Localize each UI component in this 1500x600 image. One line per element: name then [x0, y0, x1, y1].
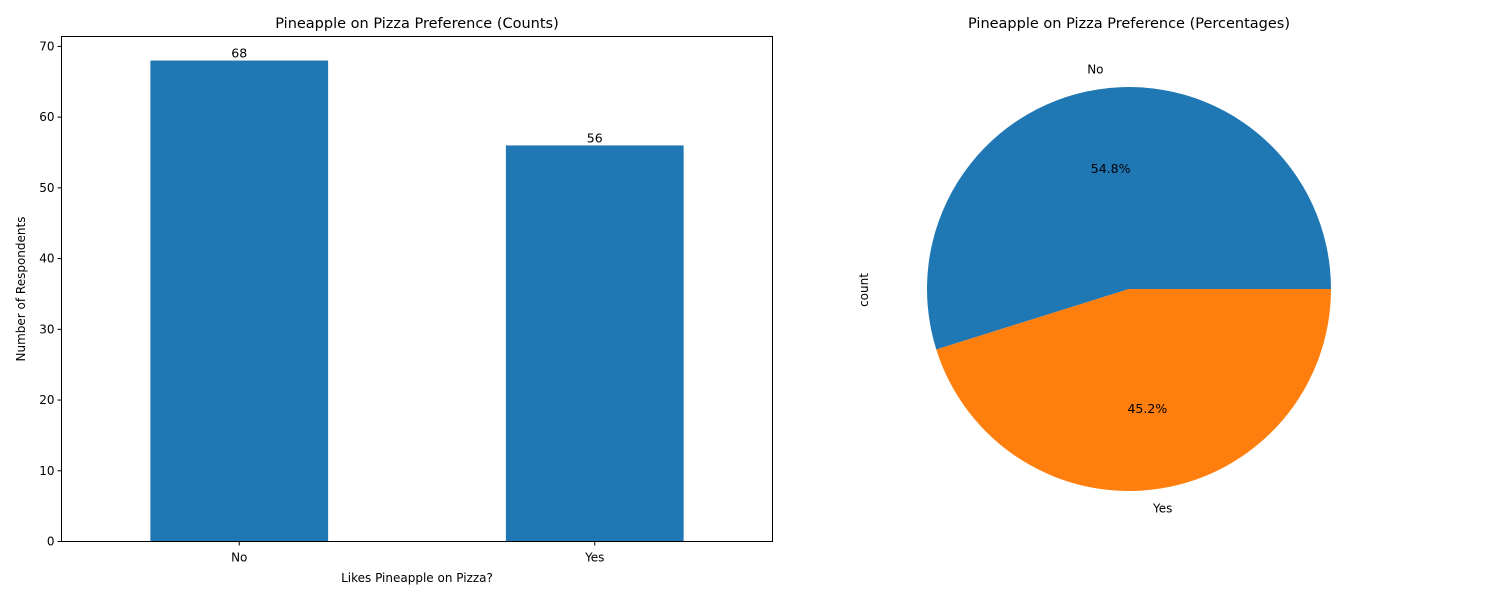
pie-slice-label: No: [1087, 62, 1103, 76]
pie-percent-label: 45.2%: [1127, 401, 1167, 416]
pie-slice-yes: [936, 289, 1332, 491]
bar-data-labels: 68 56: [231, 46, 602, 146]
y-tick-label: 0: [47, 535, 55, 549]
pie-y-axis-label: count: [857, 273, 871, 307]
x-tick-label: No: [231, 551, 247, 565]
bar-x-axis-label: Likes Pineapple on Pizza?: [341, 571, 493, 585]
pie-chart-title: Pineapple on Pizza Preference (Percentag…: [968, 16, 1290, 32]
bar-yes: [505, 145, 684, 542]
y-tick-label: 40: [39, 252, 54, 266]
bar-y-axis-label: Number of Respondents: [14, 217, 28, 362]
pie-chart: Pineapple on Pizza Preference (Percentag…: [857, 16, 1332, 516]
pie-slice-label: Yes: [1152, 502, 1172, 516]
pie-percent-label: 54.8%: [1091, 161, 1131, 176]
pie-slice-no: [927, 87, 1331, 350]
y-tick-label: 20: [39, 393, 54, 407]
y-tick-label: 70: [39, 39, 54, 53]
y-tick-label: 60: [39, 110, 54, 124]
pie-slices: [927, 87, 1332, 491]
bar-data-label: 56: [587, 130, 603, 145]
bar-no: [150, 60, 329, 542]
bar-data-label: 68: [231, 46, 247, 61]
bar-x-axis-ticks: No Yes: [231, 541, 604, 565]
y-tick-label: 30: [39, 322, 54, 336]
pie-labels: No 54.8% Yes 45.2%: [1087, 62, 1172, 515]
bars: [150, 60, 684, 542]
y-tick-label: 10: [39, 464, 54, 478]
bar-chart: Pineapple on Pizza Preference (Counts) 0…: [14, 16, 773, 585]
y-tick-label: 50: [39, 181, 54, 195]
bar-chart-title: Pineapple on Pizza Preference (Counts): [275, 16, 559, 32]
bar-plot-frame: [61, 36, 773, 542]
bar-y-axis-ticks: 0 10 20 30 40 50 60 70: [39, 39, 62, 549]
x-tick-label: Yes: [584, 551, 604, 565]
